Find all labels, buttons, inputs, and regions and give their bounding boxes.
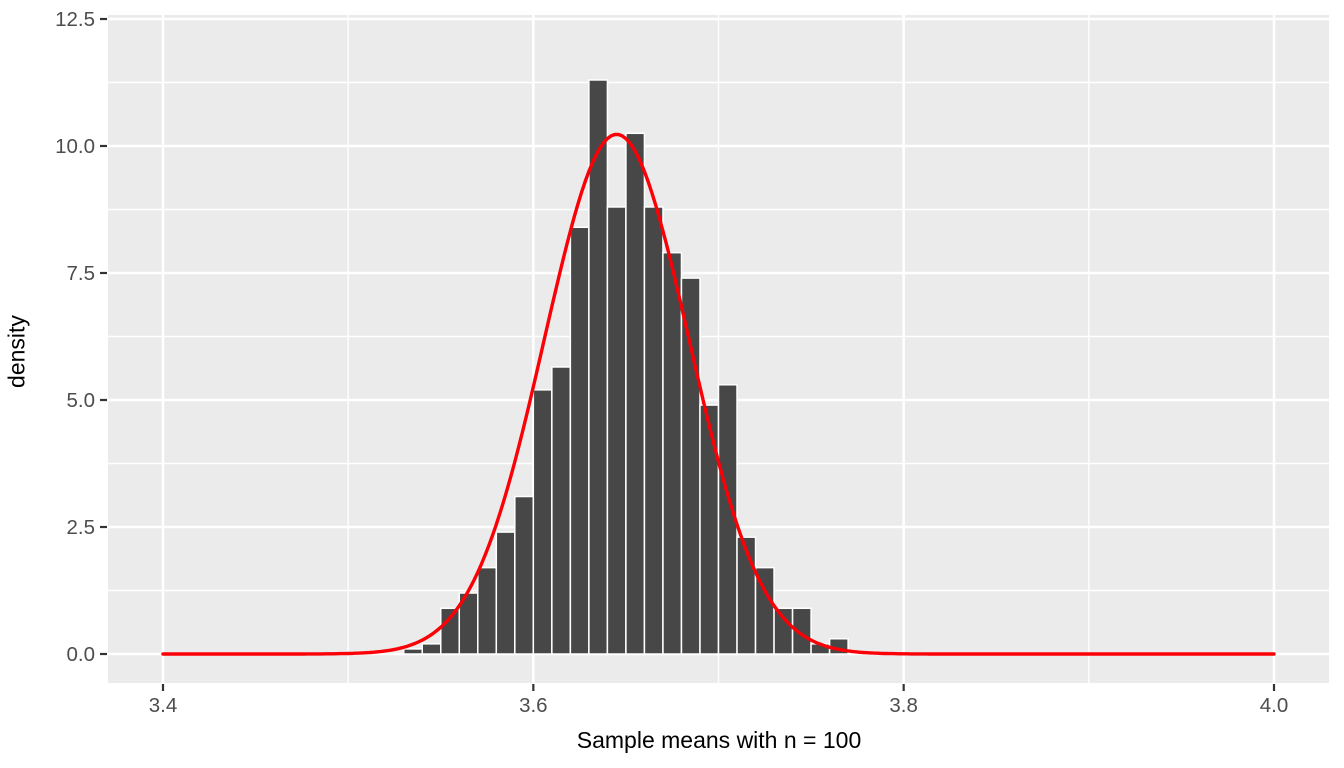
histogram-bar <box>569 226 590 655</box>
histogram-bar <box>606 206 627 655</box>
x-tick-label: 3.8 <box>889 694 918 717</box>
histogram-bar <box>791 607 812 655</box>
histogram-bar <box>495 531 516 655</box>
y-tick-label: 0.0 <box>67 643 96 666</box>
histogram-bar <box>699 404 720 655</box>
y-tick-label: 7.5 <box>67 262 96 285</box>
histogram-bar <box>440 607 461 655</box>
histogram-bar <box>662 251 683 655</box>
normal-density-curve <box>161 132 1276 656</box>
y-tick-label: 10.0 <box>55 135 95 158</box>
histogram-bar <box>477 566 498 655</box>
y-tick-label: 2.5 <box>67 516 96 539</box>
histogram-bar <box>532 389 553 655</box>
histogram-bar <box>643 206 664 655</box>
histogram-bar <box>402 648 423 655</box>
x-tick-label: 4.0 <box>1260 694 1289 717</box>
y-axis-title-text: density <box>3 315 30 388</box>
y-tick-label: 12.5 <box>55 8 95 31</box>
x-axis-title: Sample means with n = 100 <box>0 727 1344 754</box>
histogram-bar <box>551 366 572 655</box>
y-tick-label: 5.0 <box>67 389 96 412</box>
x-tick-label: 3.4 <box>149 694 178 717</box>
histogram-bar <box>680 277 701 655</box>
histogram-bar <box>421 643 442 655</box>
x-axis-title-text: Sample means with n = 100 <box>576 727 862 753</box>
x-tick-label: 3.6 <box>519 694 548 717</box>
histogram-bar <box>514 495 535 655</box>
histogram-bar <box>625 132 646 655</box>
y-axis-title: density <box>4 182 31 522</box>
